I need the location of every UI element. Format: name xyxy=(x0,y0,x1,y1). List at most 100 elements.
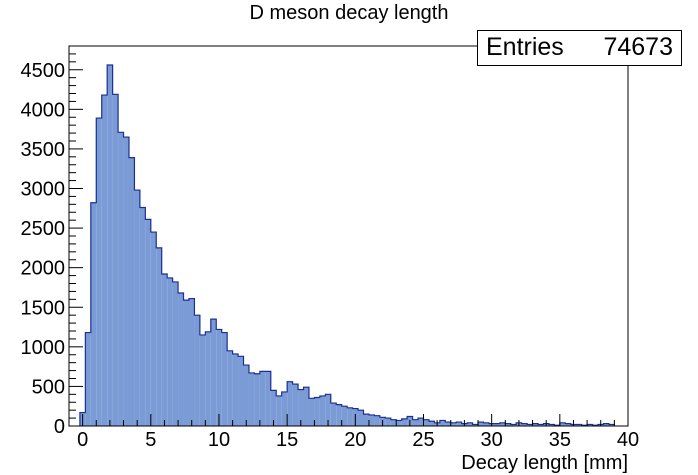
y-tick-label: 4000 xyxy=(21,99,66,121)
x-tick-label: 35 xyxy=(549,429,571,451)
x-tick-label: 40 xyxy=(617,429,639,451)
stats-entries-value: 74673 xyxy=(603,33,673,61)
y-tick-label: 0 xyxy=(54,416,65,438)
histogram-bar xyxy=(314,397,320,426)
histogram-bar xyxy=(194,315,200,426)
histogram-bar xyxy=(276,395,282,426)
stats-box: Entries 74673 xyxy=(477,30,682,66)
histogram-bar xyxy=(167,277,173,426)
histogram-bar xyxy=(107,65,113,426)
histogram-bar xyxy=(265,371,271,426)
x-tick-label: 0 xyxy=(77,429,88,451)
histogram-bar xyxy=(478,422,484,426)
histogram-bar xyxy=(510,424,517,426)
histogram-bar xyxy=(303,387,309,426)
histogram-bar xyxy=(499,422,506,426)
x-tick-label: 10 xyxy=(208,429,230,451)
histogram-bar xyxy=(134,190,140,426)
y-tick-label: 500 xyxy=(32,376,65,398)
histogram-bar xyxy=(254,373,260,426)
histogram-bar xyxy=(128,157,135,426)
histogram-bar xyxy=(96,118,102,427)
histogram-bar xyxy=(418,418,424,426)
histogram-bar xyxy=(385,418,391,426)
histogram-bar xyxy=(123,137,129,426)
histogram-bar xyxy=(90,202,97,426)
histogram-bar xyxy=(178,293,184,426)
histogram-bar xyxy=(532,423,539,426)
histogram-bar xyxy=(423,419,429,426)
histogram-bar xyxy=(559,422,566,426)
histogram-bar xyxy=(587,424,593,426)
y-tick-label: 3000 xyxy=(21,179,66,201)
histogram-bar xyxy=(363,414,369,426)
histogram-bar xyxy=(548,424,555,426)
histogram-bar xyxy=(401,418,408,426)
histogram-bar xyxy=(368,414,375,426)
histogram-bar xyxy=(205,331,211,426)
x-tick-label: 5 xyxy=(145,429,156,451)
y-tick-label: 2000 xyxy=(21,258,66,280)
histogram-bar xyxy=(319,395,326,426)
histogram-bar xyxy=(243,365,249,426)
histogram-bar xyxy=(172,281,179,426)
histogram-bar xyxy=(521,423,528,426)
histogram-bar xyxy=(445,422,451,426)
y-tick-label: 1500 xyxy=(21,297,66,319)
histogram-bar xyxy=(603,423,609,426)
histogram-bar xyxy=(336,404,342,426)
histogram-bar xyxy=(145,219,151,426)
histogram-bar xyxy=(248,372,255,426)
axes-group: 0 5 10 15 20 25 30 35 40 0 500 1000 1500 2000 2500 3000… xyxy=(21,45,639,451)
histogram-bar xyxy=(292,384,299,426)
x-tick-label: 15 xyxy=(276,429,298,451)
y-tick-label: 2500 xyxy=(21,218,66,240)
x-axis-label: Decay length [mm] xyxy=(461,452,628,474)
histogram-outline xyxy=(79,64,615,426)
histogram-bar xyxy=(330,403,337,426)
y-tick-label: 1000 xyxy=(21,337,66,359)
histogram-bar xyxy=(538,424,544,426)
stats-entries-label: Entries xyxy=(486,33,564,61)
histogram-bar xyxy=(428,421,435,426)
histogram-bar xyxy=(412,419,419,426)
histogram-bar xyxy=(139,207,146,426)
histogram-bar xyxy=(156,247,162,426)
histogram-bar xyxy=(341,406,348,426)
histogram-bar xyxy=(221,332,228,426)
histogram-bar xyxy=(483,422,489,426)
histogram-bar xyxy=(358,410,364,426)
histogram-bar xyxy=(118,132,124,426)
histogram-bar xyxy=(150,232,157,426)
bars-group xyxy=(79,64,615,427)
histogram-bar xyxy=(308,398,315,426)
histogram-bar xyxy=(608,424,615,426)
x-tick-label: 20 xyxy=(344,429,366,451)
histogram-bar xyxy=(270,390,277,426)
y-tick-label: 3500 xyxy=(21,139,66,161)
histogram-bar xyxy=(232,353,239,426)
histogram-bar xyxy=(472,424,479,426)
histogram-bar xyxy=(396,420,402,426)
histogram-bar xyxy=(287,381,293,426)
histogram-bar xyxy=(227,350,233,426)
histogram-bar xyxy=(467,422,473,426)
histogram-bar xyxy=(390,419,397,426)
histogram-bar xyxy=(325,394,331,426)
histogram-bar xyxy=(456,422,462,426)
histogram-bar xyxy=(199,334,206,426)
histogram-bar xyxy=(183,300,189,426)
histogram-bar xyxy=(494,423,500,426)
histogram-bar xyxy=(347,407,353,426)
histogram-bar xyxy=(374,415,380,426)
histogram-bar xyxy=(576,424,582,426)
histogram-bar xyxy=(259,371,266,426)
x-tick-label: 25 xyxy=(412,429,434,451)
histogram-bar xyxy=(527,424,533,426)
histogram-bar xyxy=(188,298,195,426)
histogram-bar xyxy=(298,389,304,426)
x-tick-label: 30 xyxy=(481,429,503,451)
histogram-bar xyxy=(85,332,91,426)
histogram-bar xyxy=(161,274,168,426)
